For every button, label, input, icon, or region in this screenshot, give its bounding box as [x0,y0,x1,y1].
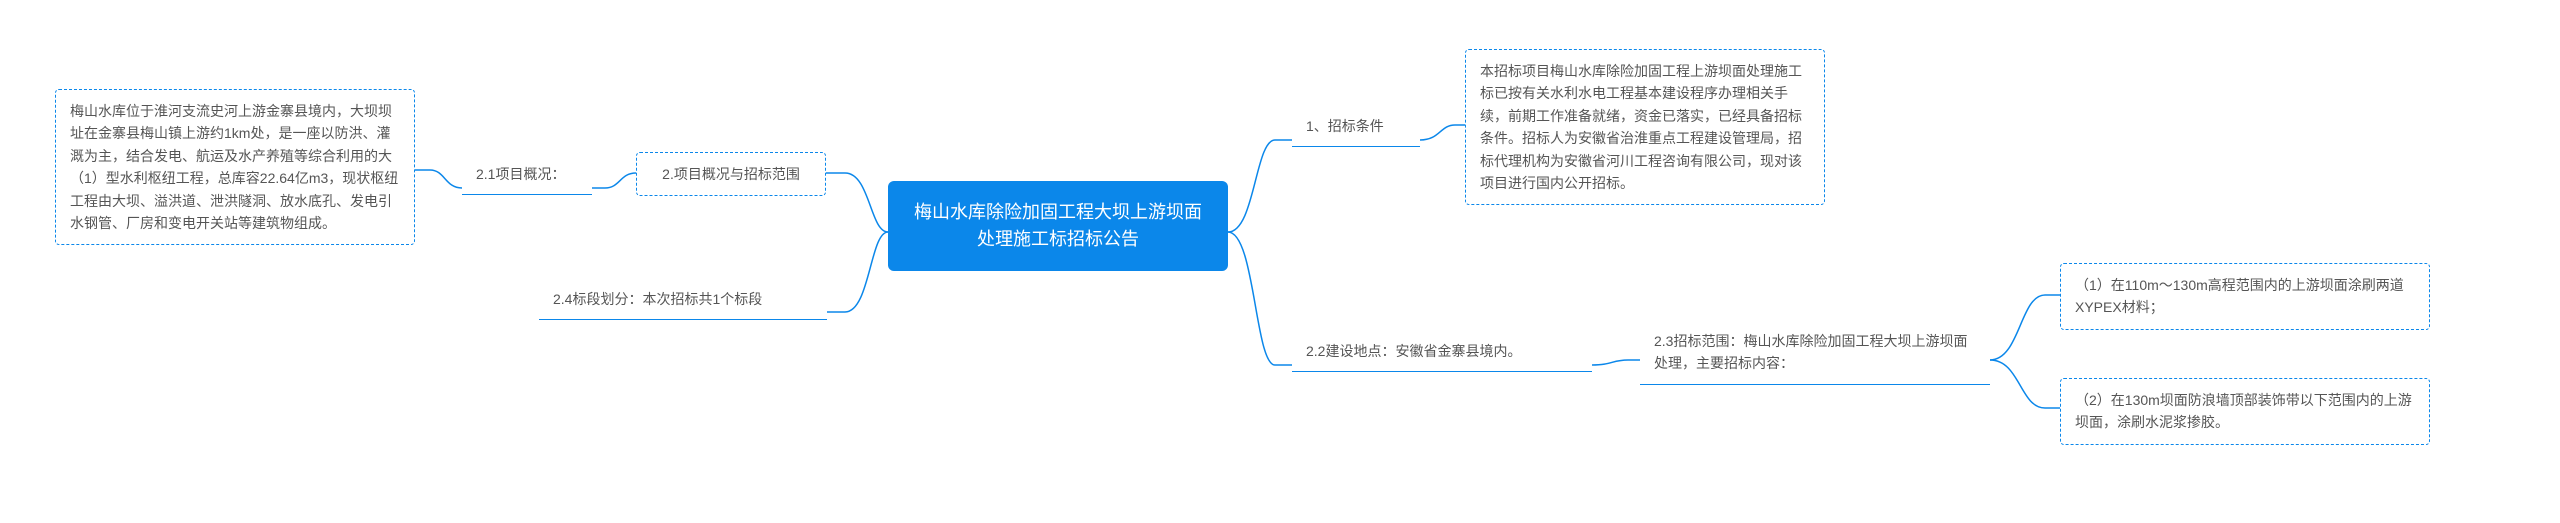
node-2-3-2-text: （2）在130m坝面防浪墙顶部装饰带以下范围内的上游坝面，涂刷水泥浆掺胶。 [2075,392,2412,430]
node-2-1-detail-text: 梅山水库位于淮河支流史河上游金寨县境内，大坝坝址在金寨县梅山镇上游约1km处，是… [70,103,398,231]
node-2-3-2: （2）在130m坝面防浪墙顶部装饰带以下范围内的上游坝面，涂刷水泥浆掺胶。 [2060,378,2430,445]
node-2-3-1-text: （1）在110m～130m高程范围内的上游坝面涂刷两道XYPEX材料； [2075,277,2404,315]
node-2-2: 2.2建设地点：安徽省金寨县境内。 [1292,330,1592,372]
node-2-label: 2.项目概况与招标范围 [662,166,800,182]
root-text: 梅山水库除险加固工程大坝上游坝面处理施工标招标公告 [914,202,1202,249]
node-1-detail: 本招标项目梅山水库除险加固工程上游坝面处理施工标已按有关水利水电工程基本建设程序… [1465,49,1825,205]
node-2: 2.项目概况与招标范围 [636,152,826,196]
node-2-1: 2.1项目概况： [462,153,592,195]
node-2-4: 2.4标段划分：本次招标共1个标段 [539,278,827,320]
node-2-3: 2.3招标范围：梅山水库除险加固工程大坝上游坝面处理，主要招标内容： [1640,320,1990,385]
node-2-3-1: （1）在110m～130m高程范围内的上游坝面涂刷两道XYPEX材料； [2060,263,2430,330]
node-1: 1、招标条件 [1292,105,1420,147]
node-2-3-label: 2.3招标范围：梅山水库除险加固工程大坝上游坝面处理，主要招标内容： [1654,333,1967,371]
mindmap-root: 梅山水库除险加固工程大坝上游坝面处理施工标招标公告 [888,181,1228,271]
node-2-4-label: 2.4标段划分：本次招标共1个标段 [553,291,762,307]
node-2-1-label: 2.1项目概况： [476,166,565,182]
node-1-label: 1、招标条件 [1306,118,1384,134]
node-2-2-label: 2.2建设地点：安徽省金寨县境内。 [1306,343,1521,359]
node-1-detail-text: 本招标项目梅山水库除险加固工程上游坝面处理施工标已按有关水利水电工程基本建设程序… [1480,63,1802,191]
node-2-1-detail: 梅山水库位于淮河支流史河上游金寨县境内，大坝坝址在金寨县梅山镇上游约1km处，是… [55,89,415,245]
